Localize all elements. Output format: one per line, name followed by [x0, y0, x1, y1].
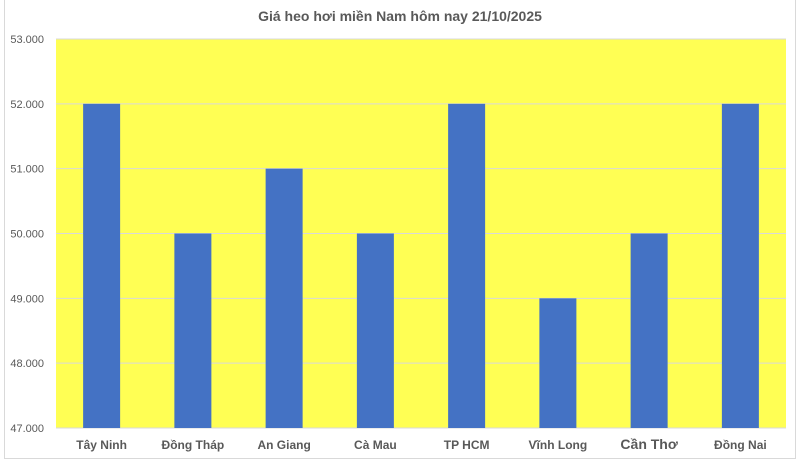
chart-title: Giá heo hơi miền Nam hôm nay 21/10/2025 — [258, 8, 542, 24]
y-tick-label: 48.000 — [10, 358, 44, 370]
x-tick-label: Vĩnh Long — [529, 438, 588, 452]
y-tick-label: 51.000 — [10, 164, 44, 176]
x-tick-label: An Giang — [257, 438, 310, 452]
y-tick-label: 50.000 — [10, 229, 44, 241]
y-tick-label: 49.000 — [10, 293, 44, 305]
x-tick-label: Đồng Nai — [714, 438, 767, 452]
bar — [174, 233, 212, 428]
bar — [539, 298, 577, 428]
x-tick-label: Đồng Tháp — [162, 438, 225, 452]
x-tick-label: Cà Mau — [354, 438, 397, 452]
y-tick-label: 47.000 — [10, 423, 44, 435]
x-tick-label: TP HCM — [444, 438, 490, 452]
x-tick-label: Cần Thơ — [620, 436, 677, 452]
bar — [265, 168, 303, 428]
bar — [83, 103, 121, 428]
y-tick-label: 53.000 — [10, 34, 44, 46]
bar — [630, 233, 668, 428]
y-tick-label: 52.000 — [10, 99, 44, 111]
bar — [721, 103, 759, 428]
bar — [356, 233, 394, 428]
x-tick-label: Tây Ninh — [76, 438, 127, 452]
bar — [448, 103, 486, 428]
